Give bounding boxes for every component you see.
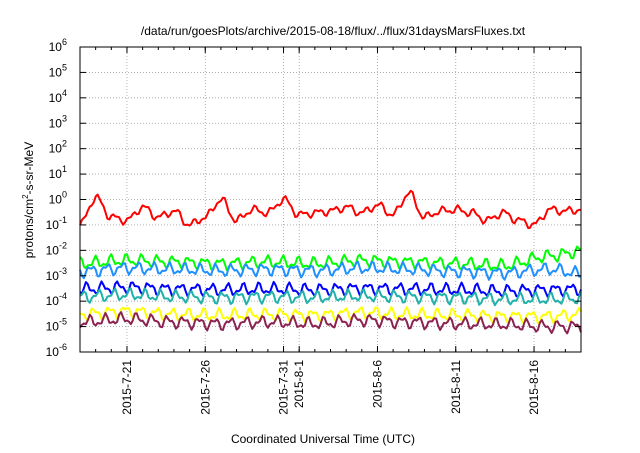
series-line [79,245,582,272]
chart-title: /data/run/goesPlots/archive/2015-08-18/f… [141,24,526,38]
y-tick-label: 10-6 [46,342,67,359]
y-tick-label: 103 [49,113,67,130]
y-axis-label-rest: -s-sr-MeV [22,142,36,195]
y-tick-label: 10-2 [46,240,67,257]
grid [80,47,581,352]
x-tick-label: 2015-8-11 [449,360,463,414]
y-tick-label: 102 [49,139,67,156]
y-tick-label: 104 [49,88,67,105]
y-tick-label: 10-5 [46,317,67,334]
y-tick-label: 106 [49,37,67,54]
series-group [79,189,582,335]
y-tick-label: 10-1 [46,215,67,232]
y-tick-label: 101 [49,164,67,181]
series-line [79,189,582,230]
axes: 10-6 10-5 10-4 10-3 10-2 10-1 100 101 102 103 104 1… [46,37,581,415]
y-tick-label: 10-3 [46,266,67,283]
y-tick-label: 10-4 [46,291,67,308]
x-tick-label: 2015-8-1 [292,360,306,408]
y-tick-label: 105 [49,62,67,79]
series-line [79,287,582,307]
y-axis-label-main: protons/cm [22,199,36,258]
series-line [79,260,582,281]
x-tick-label: 2015-8-6 [370,360,384,408]
x-axis-label: Coordinated Universal Time (UTC) [231,432,415,446]
y-axis-label: protons/cm2-s-sr-MeV [21,142,36,258]
x-tick-label: 2015-7-21 [120,360,134,415]
y-tick-label: 100 [49,190,67,207]
x-tick-label: 2015-7-26 [198,360,212,415]
x-tick-label: 2015-8-16 [527,360,541,415]
x-tick-label: 2015-7-31 [277,360,291,415]
y-axis-label-sup: 2 [21,194,30,199]
series-line [79,311,582,335]
